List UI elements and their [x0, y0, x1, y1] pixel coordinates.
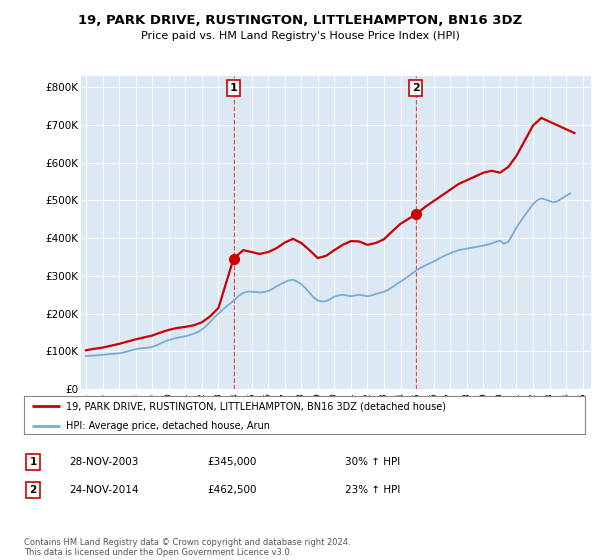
Text: 23% ↑ HPI: 23% ↑ HPI	[345, 485, 400, 495]
Text: 2: 2	[29, 485, 37, 495]
Text: 1: 1	[230, 83, 238, 93]
Text: 19, PARK DRIVE, RUSTINGTON, LITTLEHAMPTON, BN16 3DZ (detached house): 19, PARK DRIVE, RUSTINGTON, LITTLEHAMPTO…	[66, 401, 446, 411]
Text: £345,000: £345,000	[207, 457, 256, 467]
Text: HPI: Average price, detached house, Arun: HPI: Average price, detached house, Arun	[66, 421, 270, 431]
Text: 19, PARK DRIVE, RUSTINGTON, LITTLEHAMPTON, BN16 3DZ: 19, PARK DRIVE, RUSTINGTON, LITTLEHAMPTO…	[78, 14, 522, 27]
Text: 30% ↑ HPI: 30% ↑ HPI	[345, 457, 400, 467]
Text: 1: 1	[29, 457, 37, 467]
Text: 28-NOV-2003: 28-NOV-2003	[69, 457, 139, 467]
Text: 2: 2	[412, 83, 419, 93]
Text: £462,500: £462,500	[207, 485, 257, 495]
Text: Contains HM Land Registry data © Crown copyright and database right 2024.
This d: Contains HM Land Registry data © Crown c…	[24, 538, 350, 557]
Text: Price paid vs. HM Land Registry's House Price Index (HPI): Price paid vs. HM Land Registry's House …	[140, 31, 460, 41]
Text: 24-NOV-2014: 24-NOV-2014	[69, 485, 139, 495]
